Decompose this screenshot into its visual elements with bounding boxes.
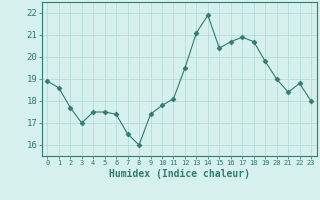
X-axis label: Humidex (Indice chaleur): Humidex (Indice chaleur) <box>109 169 250 179</box>
